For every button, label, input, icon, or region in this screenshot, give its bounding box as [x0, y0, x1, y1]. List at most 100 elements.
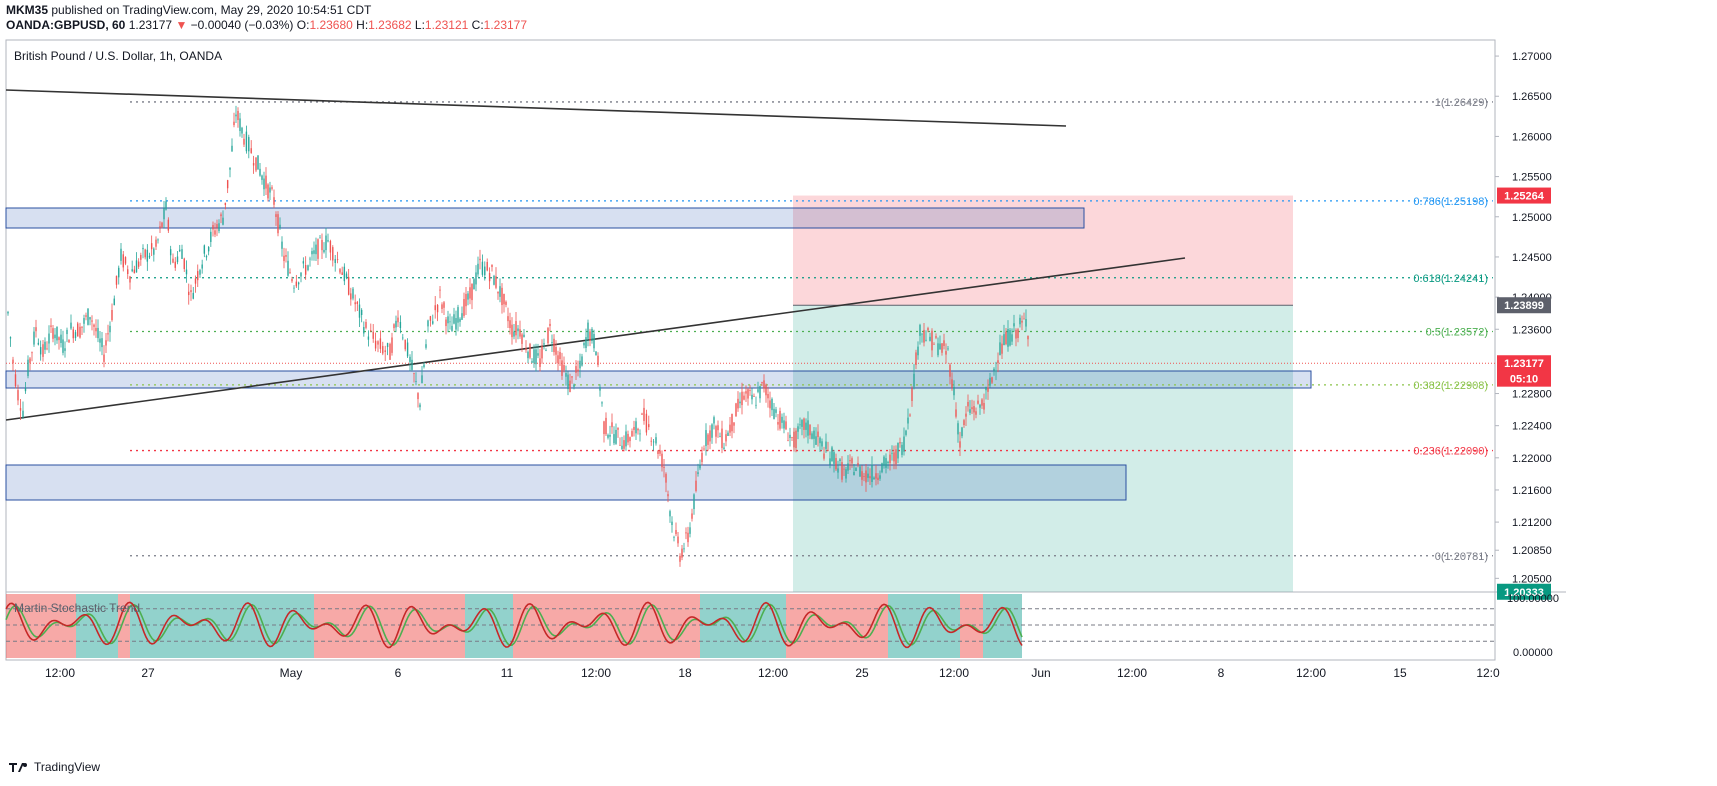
candle-body — [35, 327, 37, 332]
candle-body — [356, 301, 359, 304]
candle-body — [7, 311, 9, 314]
candle-body — [411, 359, 413, 370]
candle-body — [983, 402, 985, 410]
candle-body — [559, 351, 561, 360]
candle-body — [281, 241, 283, 249]
candle-body — [523, 334, 525, 337]
candle-body — [486, 261, 488, 271]
candle-body — [229, 167, 231, 170]
candle-body — [659, 450, 661, 454]
candle-body — [999, 342, 1001, 355]
candle-body — [144, 249, 146, 258]
candle-body — [250, 148, 252, 153]
author-name[interactable]: MKM35 — [6, 3, 49, 17]
candle-body — [627, 433, 629, 443]
candle-body — [763, 380, 765, 389]
candle-body — [293, 287, 295, 289]
candle-body — [851, 458, 853, 464]
candle-body — [181, 249, 183, 259]
candle-body — [56, 326, 58, 341]
candle-body — [17, 390, 19, 401]
candle-body — [471, 283, 473, 301]
candle-body — [675, 529, 677, 535]
candle-body — [767, 393, 769, 399]
fib-label-6: 0(1.20781) — [1435, 551, 1488, 563]
candle-body — [300, 272, 302, 277]
candle-body — [120, 248, 122, 261]
candle-body — [993, 368, 995, 371]
candle-body — [573, 384, 575, 387]
candle-body — [199, 270, 201, 275]
candle-body — [148, 255, 151, 258]
candle-body — [421, 375, 423, 384]
candle-body — [459, 318, 461, 322]
candle-body — [957, 423, 959, 435]
x-tick-label-10: Jun — [1031, 666, 1050, 680]
y-tick-label-7: 1.23600 — [1512, 324, 1552, 336]
x-tick-label-1: 27 — [141, 666, 155, 680]
stoch-title: Martin Stochastic Trend — [14, 601, 140, 615]
low-value: 1.23121 — [424, 18, 469, 32]
candle-body — [617, 427, 619, 430]
candle-body — [465, 293, 467, 307]
candle-body — [611, 422, 613, 428]
candle-body — [183, 258, 185, 270]
candle-body — [699, 465, 701, 469]
candle-body — [969, 409, 971, 413]
candle-body — [897, 442, 899, 459]
candle-body — [197, 271, 199, 281]
candle-body — [327, 240, 329, 242]
candle-body — [639, 433, 641, 435]
candle-body — [83, 318, 85, 324]
footer-brand[interactable]: TradingView — [34, 760, 101, 774]
candle-body — [174, 261, 176, 268]
candle-body — [825, 441, 827, 449]
candle-body — [42, 344, 44, 357]
candle-body — [33, 331, 35, 345]
stoch-y-tick-1: 0.00000 — [1513, 647, 1553, 659]
candle-body — [325, 235, 327, 251]
candle-body — [58, 337, 60, 341]
tradingview-logo-icon[interactable] — [8, 761, 30, 773]
candle-body — [729, 424, 731, 433]
candle-body — [1009, 329, 1011, 346]
candle-body — [105, 340, 107, 346]
candle-body — [406, 342, 409, 357]
candle-body — [457, 307, 459, 323]
candle-body — [363, 327, 365, 334]
candle-body — [503, 293, 505, 305]
candle-body — [176, 256, 179, 263]
candle-body — [829, 458, 831, 465]
symbol-label[interactable]: OANDA:GBPUSD, 60 — [6, 18, 126, 32]
candle-body — [207, 247, 210, 252]
low-label: L: — [414, 18, 425, 32]
candle-body — [625, 431, 627, 447]
candle-body — [561, 360, 563, 376]
x-tick-label-0: 12:00 — [45, 666, 75, 680]
candle-body — [835, 458, 837, 470]
candles — [7, 105, 1029, 567]
candle-body — [220, 214, 222, 217]
candle-body — [12, 359, 14, 364]
y-tick-label-8: 1.22800 — [1512, 389, 1552, 401]
candle-body — [905, 430, 907, 435]
candle-body — [261, 175, 263, 180]
candle-body — [1013, 323, 1015, 327]
candle-body — [995, 370, 997, 372]
candle-body — [963, 420, 965, 425]
candle-body — [115, 275, 118, 285]
candle-body — [404, 339, 406, 350]
candle-body — [961, 427, 963, 437]
candle-body — [575, 366, 577, 373]
x-tick-label-7: 12:00 — [758, 666, 788, 680]
candle-body — [803, 418, 805, 430]
candle-body — [783, 420, 785, 429]
stop-loss-zone — [793, 195, 1293, 306]
candle-body — [203, 245, 206, 254]
candle-body — [243, 138, 245, 145]
candle-body — [817, 431, 819, 438]
fib-label-5: 0.236(1.22090) — [1413, 446, 1488, 458]
candle-body — [785, 421, 787, 430]
candle-body — [695, 480, 697, 491]
